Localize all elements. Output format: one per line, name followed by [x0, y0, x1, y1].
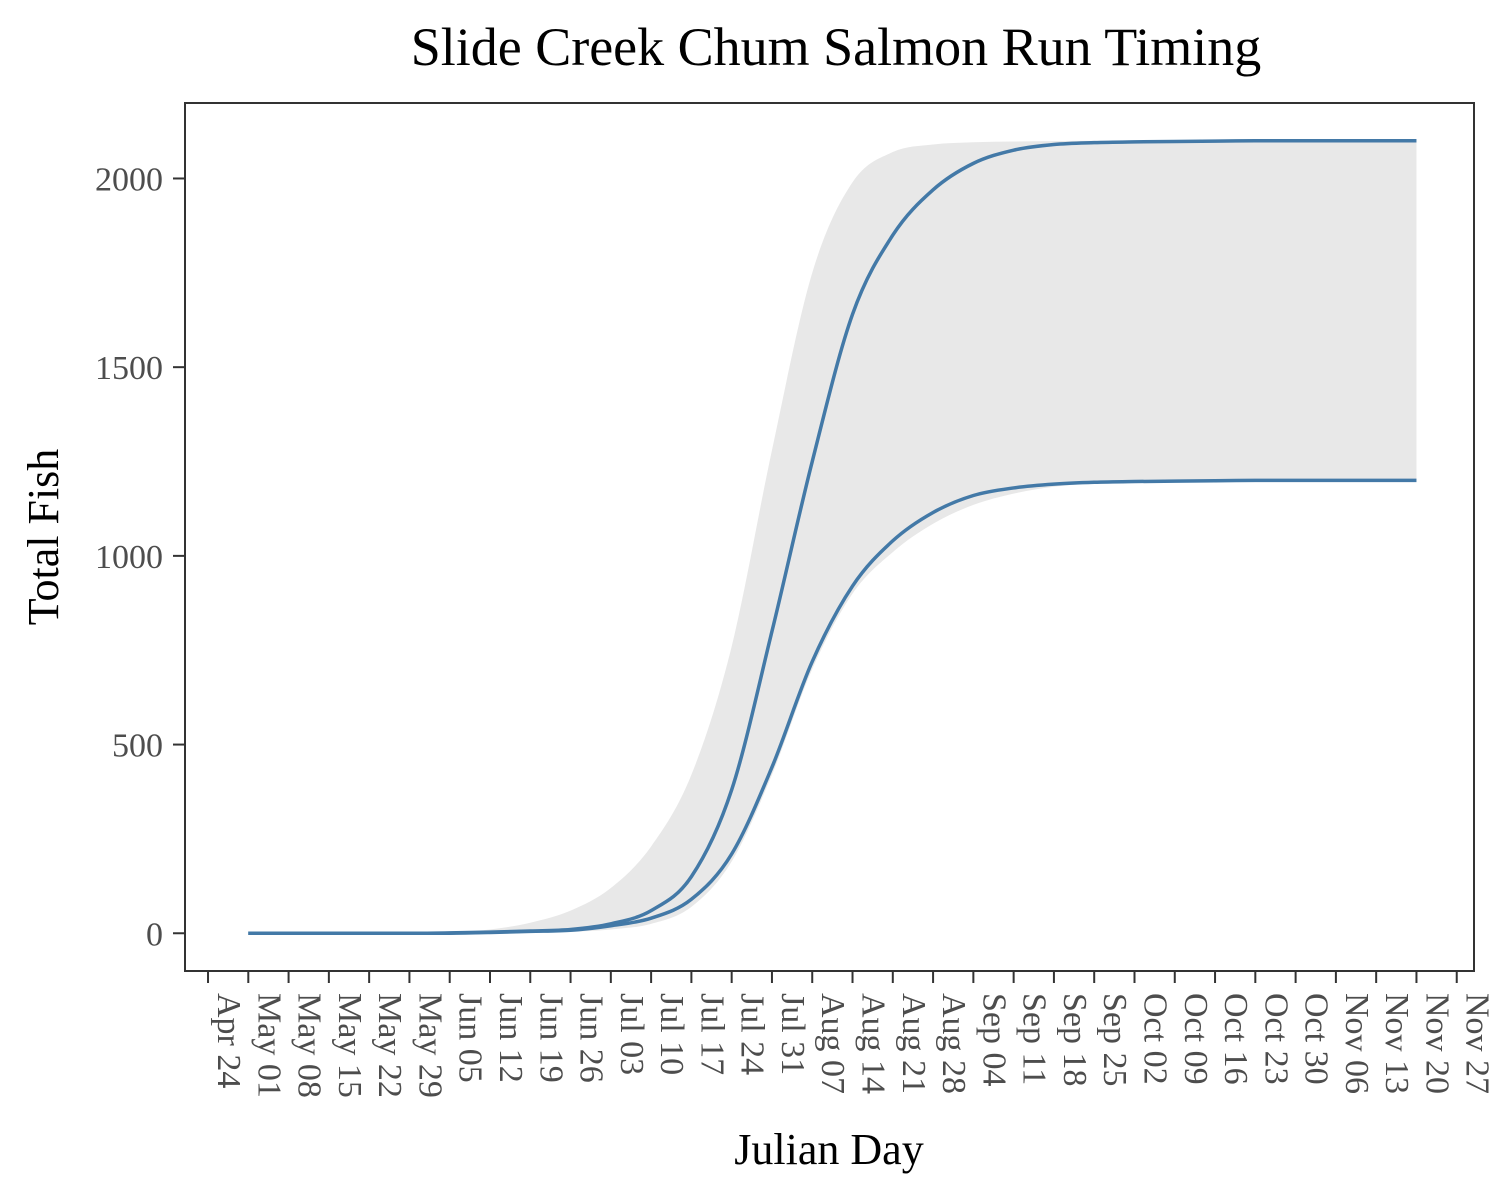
x-tick-label: Sep 18	[1056, 993, 1093, 1087]
x-axis: Apr 24 May 01 May 08 May 15 May 22 May 29 Jun …	[207, 971, 1496, 1098]
plot-frame	[184, 102, 1475, 972]
series-line-2	[248, 478, 1417, 936]
x-tick-label: Sep 11	[1016, 993, 1053, 1085]
x-tick-label: May 29	[411, 993, 448, 1098]
x-tick-label: Aug 21	[895, 993, 932, 1094]
x-tick-label: Jun 05	[452, 993, 489, 1083]
y-tick-label: 2000	[95, 161, 163, 198]
x-tick-label: Aug 07	[814, 993, 851, 1094]
x-tick-label: Oct 23	[1257, 993, 1294, 1085]
x-tick-label: Jul 24	[734, 993, 771, 1075]
confidence-ribbon	[248, 140, 1417, 934]
y-axis: 0 500 1000 1500 2000	[95, 161, 185, 953]
x-tick-label: May 01	[250, 993, 287, 1098]
x-tick-label: Oct 09	[1177, 993, 1214, 1085]
x-tick-label: Oct 16	[1217, 993, 1254, 1085]
chart-title: Slide Creek Chum Salmon Run Timing	[411, 17, 1262, 77]
x-tick-label: Oct 02	[1136, 993, 1173, 1085]
x-tick-label: Apr 24	[210, 993, 247, 1088]
x-tick-label: Aug 28	[935, 993, 972, 1094]
x-axis-title: Julian Day	[734, 1125, 923, 1174]
x-tick-label: Sep 25	[1096, 993, 1133, 1087]
x-tick-label: Jun 12	[492, 993, 529, 1083]
x-tick-label: Oct 30	[1298, 993, 1335, 1085]
y-tick-label: 0	[146, 916, 163, 953]
y-tick-label: 500	[112, 728, 163, 765]
x-tick-label: Jul 03	[613, 993, 650, 1075]
x-tick-label: Sep 04	[975, 993, 1012, 1087]
plot-area	[248, 138, 1417, 936]
y-axis-title: Total Fish	[19, 449, 68, 626]
x-tick-label: Jun 26	[573, 993, 610, 1083]
x-tick-label: Nov 06	[1338, 993, 1375, 1094]
x-tick-label: May 22	[371, 993, 408, 1098]
x-tick-label: Nov 13	[1378, 993, 1415, 1094]
y-tick-label: 1500	[95, 350, 163, 387]
x-tick-label: Aug 14	[855, 993, 892, 1094]
x-tick-label: May 15	[331, 993, 368, 1098]
x-tick-label: May 08	[291, 993, 328, 1098]
x-tick-label: Jul 17	[693, 993, 730, 1075]
x-tick-label: Jul 31	[774, 993, 811, 1075]
x-tick-label: Jul 10	[653, 993, 690, 1075]
x-tick-label: Nov 20	[1418, 993, 1455, 1094]
y-tick-label: 1000	[95, 539, 163, 576]
x-tick-label: Nov 27	[1459, 993, 1496, 1094]
x-tick-label: Jun 19	[532, 993, 569, 1083]
